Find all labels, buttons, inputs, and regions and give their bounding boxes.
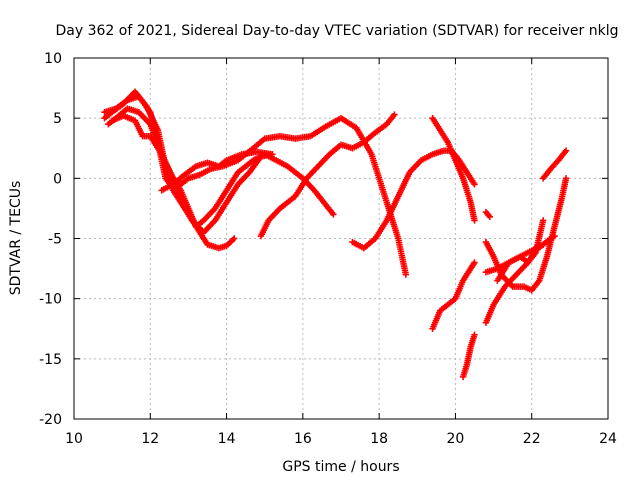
x-tick-label: 12	[141, 431, 159, 447]
x-tick-label: 14	[218, 431, 236, 447]
y-axis-label: SDTVAR / TECUs	[8, 181, 24, 296]
x-tick-label: 24	[599, 431, 617, 447]
tick-labels: 10 12 14 16 18 20 22 24 -20 -15 -10 -5 0 5 10	[39, 51, 617, 447]
series-arc-11	[482, 208, 493, 221]
data-point	[402, 271, 410, 278]
series-arc-8	[429, 114, 478, 224]
series-arc-16	[539, 147, 570, 182]
y-tick-label: -15	[39, 352, 62, 368]
data-point	[486, 213, 493, 221]
data-point	[471, 331, 478, 338]
y-tick-label: 10	[44, 51, 62, 67]
series-arc-10	[459, 331, 478, 381]
data-point	[551, 232, 558, 240]
x-tick-label: 16	[294, 431, 312, 447]
x-tick-label: 18	[370, 431, 388, 447]
series-arc-5	[158, 148, 276, 194]
series-arc-9	[429, 259, 478, 332]
grid-lines	[74, 58, 608, 419]
x-tick-label: 10	[65, 431, 83, 447]
data-point	[391, 111, 398, 118]
data-point	[562, 147, 570, 154]
data-points	[101, 88, 570, 381]
y-tick-label: 5	[53, 111, 62, 127]
data-point	[547, 235, 554, 242]
series-arc-12	[482, 175, 570, 294]
chart-title: Day 362 of 2021, Sidereal Day-to-day VTE…	[56, 23, 619, 39]
data-point	[471, 259, 478, 266]
y-tick-label: -5	[48, 232, 62, 248]
series-arc-6	[257, 111, 398, 240]
data-point	[231, 235, 238, 242]
axis-ticks	[73, 57, 609, 420]
data-point	[471, 181, 478, 188]
data-point	[562, 175, 570, 182]
x-tick-label: 22	[523, 431, 541, 447]
x-tick-label: 20	[447, 431, 465, 447]
data-point	[269, 151, 276, 158]
data-point	[471, 217, 478, 224]
data-point	[539, 217, 547, 224]
y-tick-label: -10	[39, 292, 62, 308]
series-arc-15	[494, 217, 547, 284]
y-tick-label: 0	[53, 171, 62, 187]
y-tick-label: -20	[39, 412, 62, 428]
x-axis-label: GPS time / hours	[282, 459, 399, 475]
data-point	[330, 211, 337, 218]
